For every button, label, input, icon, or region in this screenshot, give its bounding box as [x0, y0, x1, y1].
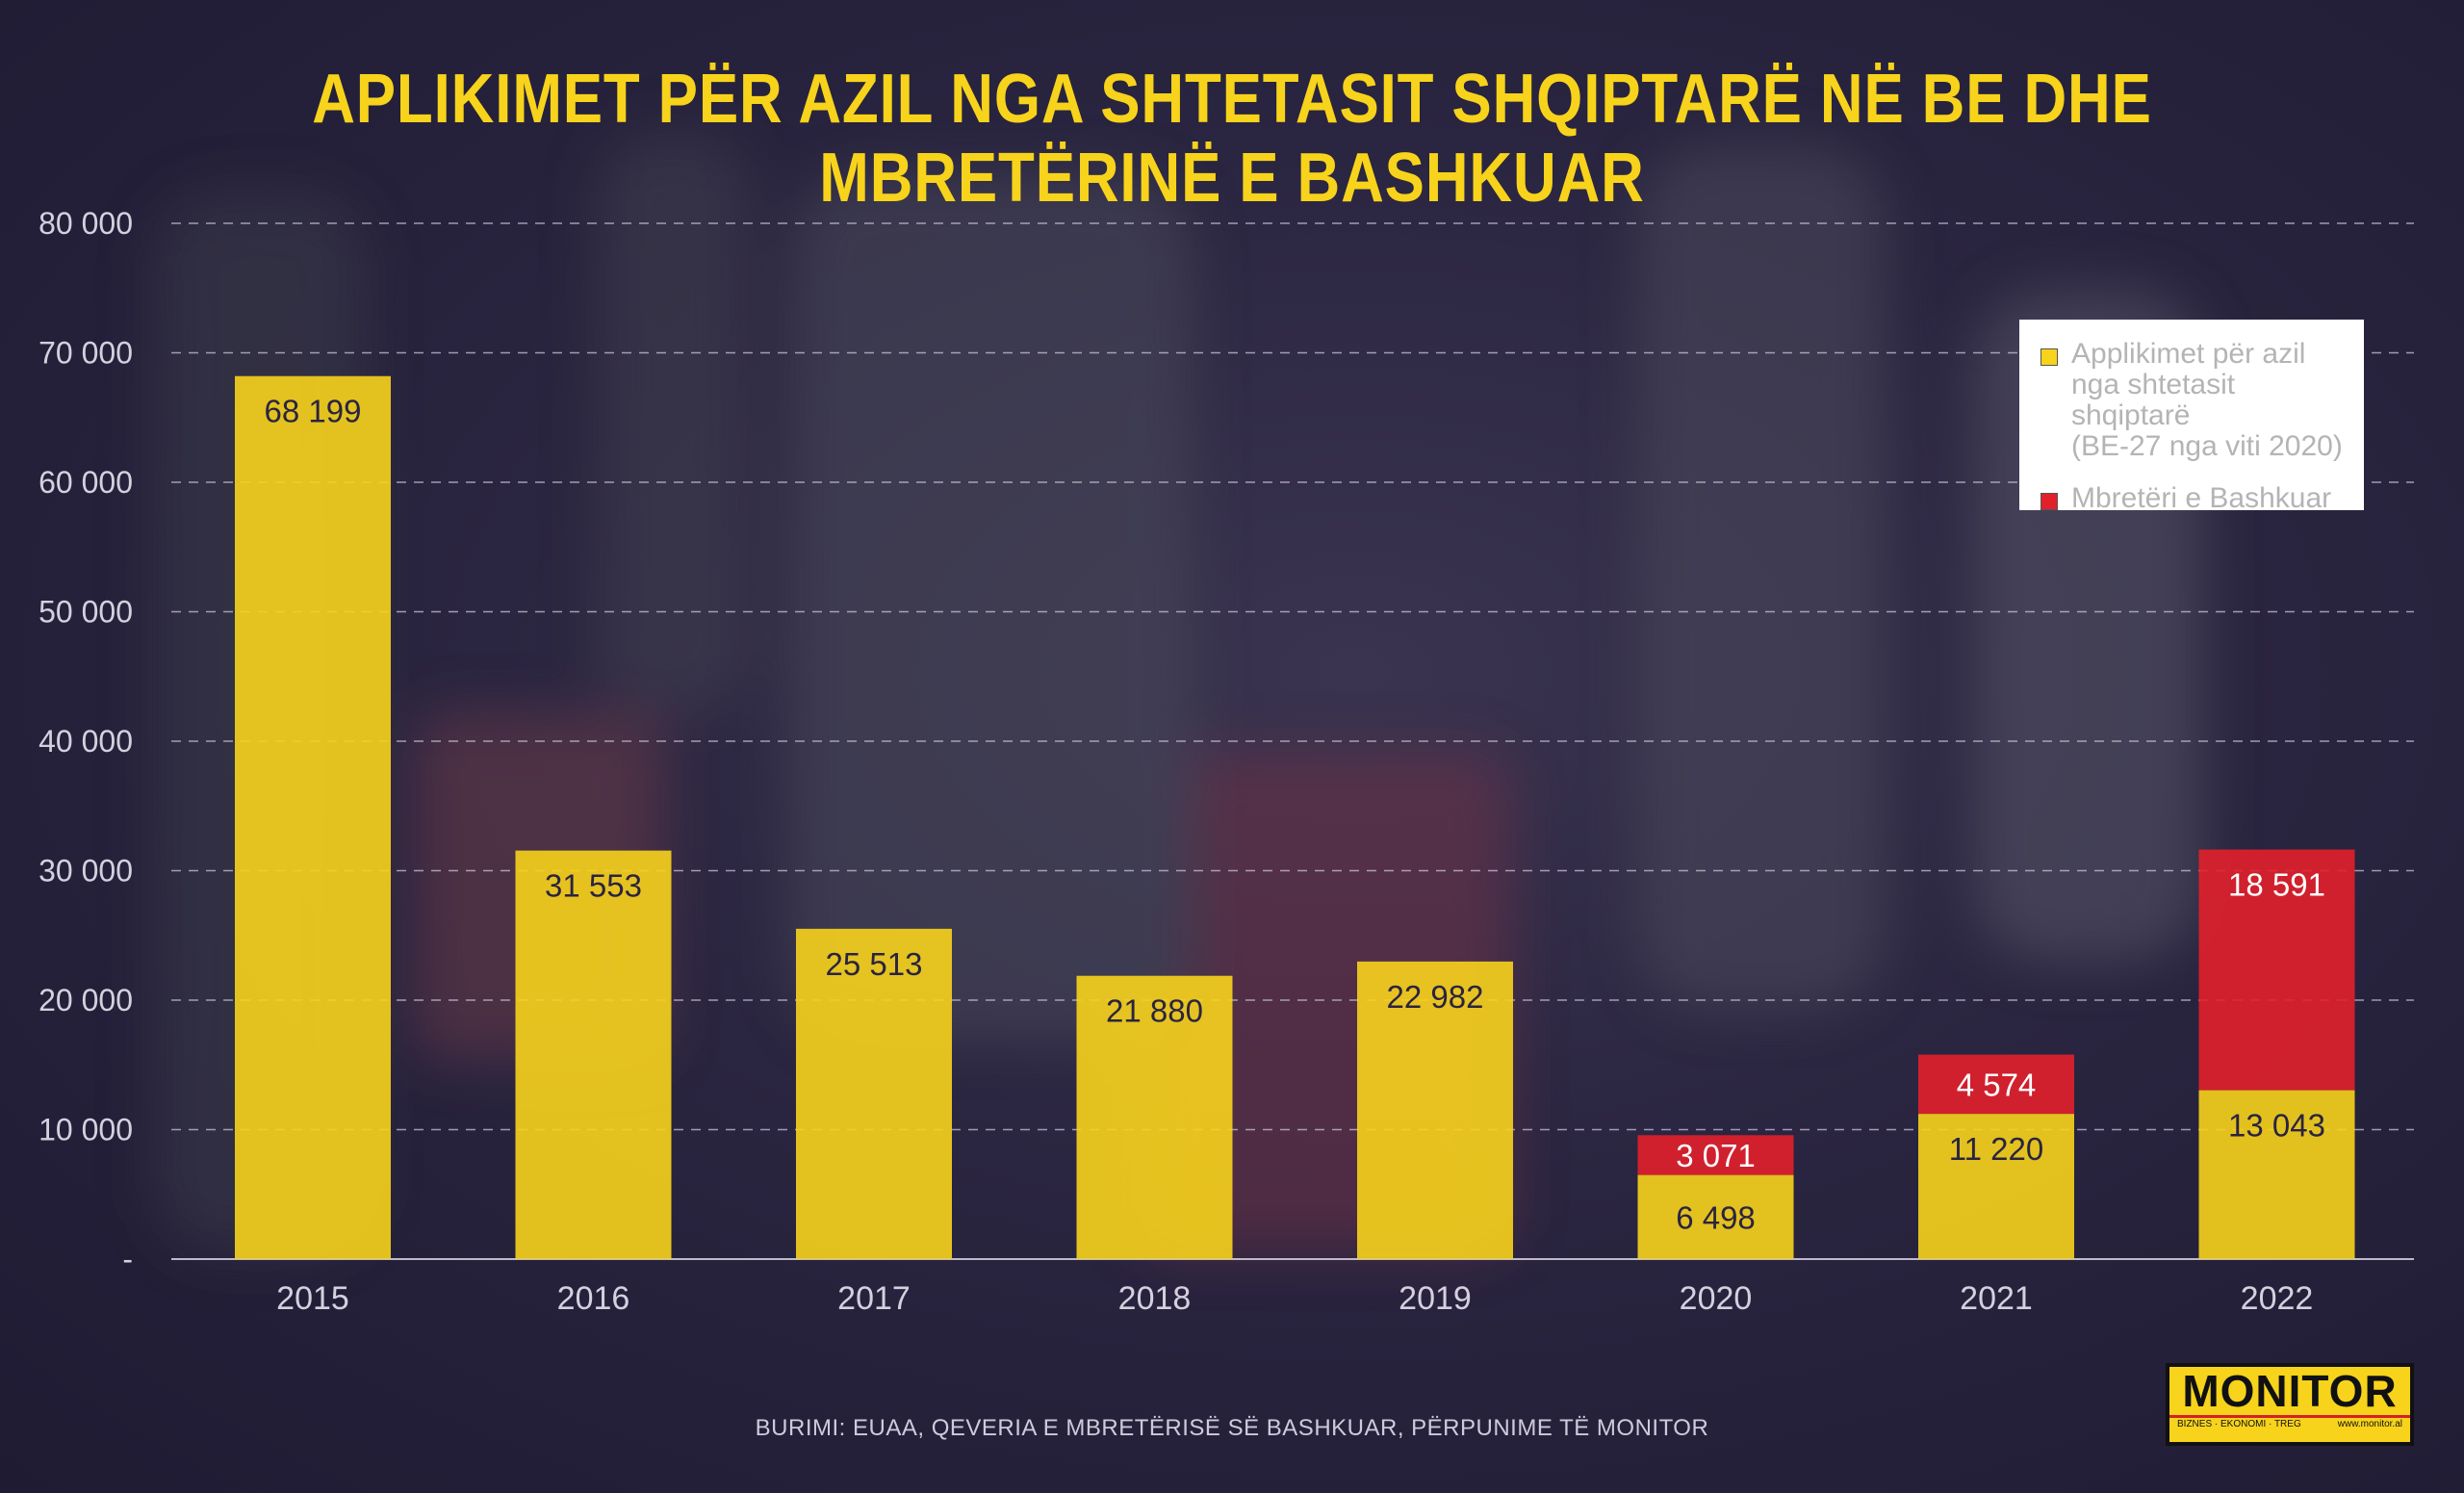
bar-eu [1918, 1114, 2074, 1259]
data-label-eu: 31 553 [545, 868, 642, 904]
logo-name: MONITOR [2182, 1366, 2398, 1416]
logo-url: www.monitor.al [2337, 1419, 2402, 1429]
data-label-eu: 13 043 [2228, 1108, 2325, 1144]
x-tick-label: 2022 [2241, 1280, 2314, 1317]
x-tick-label: 2015 [276, 1280, 349, 1317]
data-label-eu: 11 220 [1949, 1131, 2043, 1167]
y-tick-label: 40 000 [38, 724, 133, 759]
legend-item-eu: Applikimet për azil nga shtetasit shqipt… [2040, 339, 2343, 462]
data-label-eu: 22 982 [1387, 979, 1484, 1015]
y-tick-label: 10 000 [38, 1113, 133, 1147]
x-tick-label: 2016 [557, 1280, 630, 1317]
logo-subline: BIZNES · EKONOMI · TREG www.monitor.al [2169, 1415, 2410, 1431]
x-tick-label: 2018 [1118, 1280, 1192, 1317]
monitor-logo: MONITOR BIZNES · EKONOMI · TREG www.moni… [2166, 1363, 2414, 1446]
legend: Applikimet për azil nga shtetasit shqipt… [2019, 320, 2364, 514]
data-label-eu: 6 498 [1676, 1199, 1756, 1235]
y-tick-label: 30 000 [38, 854, 133, 888]
bar-eu [1637, 1174, 1794, 1259]
legend-label-uk: Mbretëri e Bashkuar [2071, 482, 2332, 514]
data-label-uk: 3 071 [1676, 1138, 1756, 1173]
x-tick-label: 2021 [1960, 1280, 2033, 1317]
y-tick-label: - [122, 1242, 133, 1276]
legend-swatch-eu [2040, 348, 2058, 366]
logo-tagline: BIZNES · EKONOMI · TREG [2177, 1419, 2301, 1429]
data-label-eu: 21 880 [1106, 993, 1203, 1029]
data-label-uk: 4 574 [1957, 1067, 2037, 1102]
source-note: BURIMI: EUAA, QEVERIA E MBRETËRISË SË BA… [755, 1415, 1709, 1441]
legend-item-uk: Mbretëri e Bashkuar [2040, 483, 2343, 514]
bar-eu [1357, 961, 1513, 1259]
data-label-uk: 18 591 [2228, 867, 2325, 903]
legend-label-eu: Applikimet për azil nga shtetasit shqipt… [2071, 338, 2343, 462]
data-label-eu: 68 199 [265, 394, 362, 429]
x-tick-label: 2017 [837, 1280, 911, 1317]
chart-title: APLIKIMET PËR AZIL NGA SHTETASIT SHQIPTA… [312, 61, 2152, 217]
bar-uk [2198, 849, 2355, 1091]
y-tick-label: 50 000 [38, 595, 133, 630]
x-tick-label: 2019 [1399, 1280, 1472, 1317]
bar-uk [1918, 1054, 2074, 1115]
y-tick-label: 70 000 [38, 336, 133, 371]
bar-eu [515, 850, 672, 1259]
bar-uk [1637, 1135, 1794, 1175]
bar-eu [796, 928, 952, 1259]
y-tick-label: 60 000 [38, 465, 133, 500]
bar-eu [235, 375, 391, 1259]
bar-eu [1076, 975, 1233, 1259]
data-label-eu: 25 513 [826, 946, 923, 982]
y-tick-label: 20 000 [38, 983, 133, 1017]
legend-swatch-uk [2040, 493, 2058, 510]
y-tick-label: 80 000 [38, 206, 133, 241]
bar-eu [2198, 1090, 2355, 1259]
x-tick-label: 2020 [1680, 1280, 1753, 1317]
